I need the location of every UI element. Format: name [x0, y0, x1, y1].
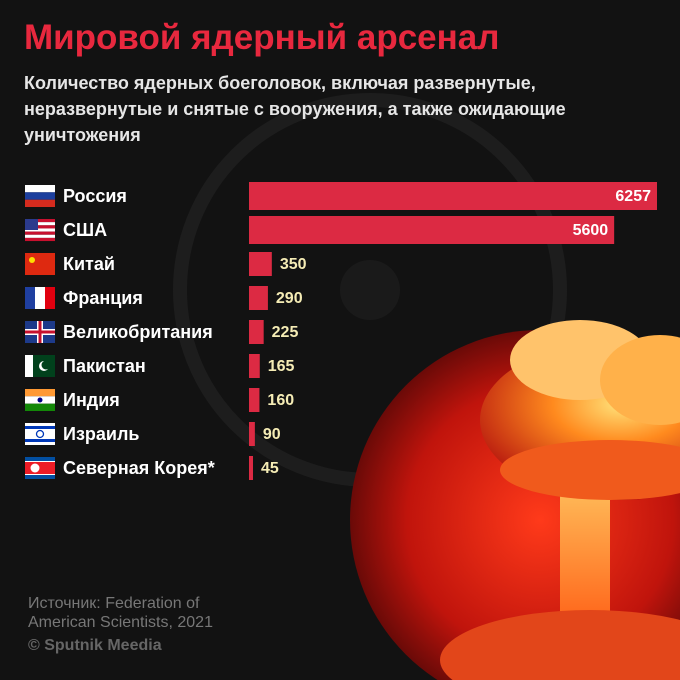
bar	[249, 252, 272, 276]
flag	[25, 389, 55, 411]
bar	[249, 422, 255, 446]
value-label: 290	[276, 290, 303, 307]
flag-part	[25, 426, 55, 429]
flag-part	[25, 231, 55, 235]
flag-part	[35, 429, 45, 439]
flag-part	[25, 199, 55, 207]
value-label: 5600	[573, 222, 609, 239]
bar	[249, 216, 615, 244]
flag-part	[41, 360, 51, 370]
category-label: Китай	[63, 254, 115, 274]
explosion	[350, 320, 680, 680]
flag	[25, 185, 55, 207]
bar	[249, 286, 268, 310]
flag	[25, 423, 55, 445]
source: Источник: Federation of American Scienti…	[28, 595, 213, 631]
value-label: 90	[263, 426, 281, 443]
flag-part	[25, 439, 55, 442]
flag-part	[25, 185, 55, 193]
flag-part	[29, 257, 35, 263]
flag-part	[25, 219, 38, 230]
flag	[25, 457, 55, 479]
flag-part	[25, 462, 55, 474]
category-label: Франция	[63, 288, 143, 308]
flag-part	[35, 287, 45, 309]
credit: © Sputnik Meedia	[28, 637, 162, 654]
flag-part	[25, 253, 55, 275]
flag-part	[45, 287, 55, 309]
flag-part	[25, 237, 55, 242]
bar	[249, 456, 253, 480]
value-label: 160	[267, 392, 294, 409]
flag-part	[25, 287, 35, 309]
value-label: 6257	[615, 188, 651, 205]
flag-part	[25, 234, 55, 238]
flag	[25, 355, 55, 377]
flag-part	[25, 330, 55, 334]
category-label: Северная Корея*	[63, 458, 215, 478]
flag-part	[25, 225, 55, 229]
flag-part	[25, 228, 55, 232]
title: Мировой ядерный арсенал	[24, 18, 500, 57]
bar	[249, 388, 260, 412]
category-label: Великобритания	[63, 322, 213, 342]
category-label: Россия	[63, 186, 127, 206]
flag	[25, 253, 55, 275]
flag-part	[25, 222, 55, 226]
bar	[249, 354, 260, 378]
bar	[249, 182, 657, 210]
flag	[25, 287, 55, 309]
flag-part	[25, 219, 55, 223]
flag	[25, 321, 55, 343]
flag-part	[30, 463, 40, 473]
bar	[249, 320, 264, 344]
flag-part	[25, 403, 55, 411]
category-label: Индия	[63, 390, 120, 410]
flags	[25, 185, 55, 479]
category-label: Израиль	[63, 424, 139, 444]
value-label: 165	[268, 358, 295, 375]
value-label: 350	[280, 256, 307, 273]
flag-part	[25, 355, 33, 377]
flag	[25, 219, 55, 242]
flag-part	[25, 389, 55, 397]
category-label: США	[63, 220, 107, 240]
flag-part	[25, 192, 55, 200]
subtitle: Количество ядерных боеголовок, включая р…	[24, 73, 566, 145]
flag-part	[37, 397, 43, 403]
value-label: 45	[261, 460, 279, 477]
value-label: 225	[272, 324, 299, 341]
category-label: Пакистан	[63, 356, 146, 376]
